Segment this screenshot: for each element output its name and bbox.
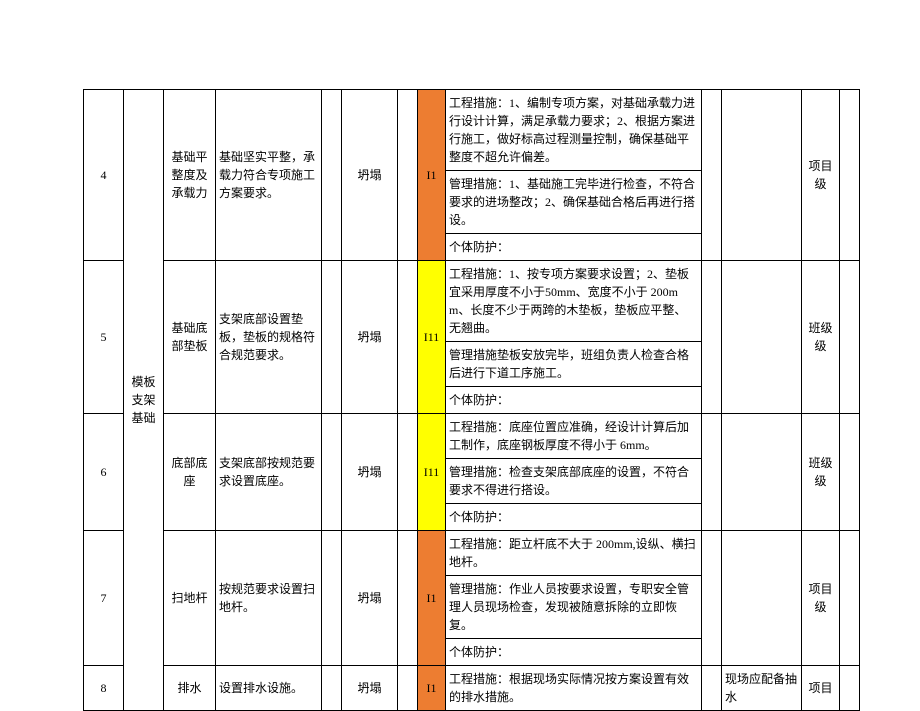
- spacer: [322, 261, 342, 414]
- code-cell: I11: [418, 261, 446, 414]
- spacer: [702, 261, 722, 414]
- measure-cell: 个体防护：: [446, 234, 702, 261]
- level-cell: 项目: [802, 666, 840, 711]
- note-cell: 现场应配备抽水: [722, 666, 802, 711]
- measure-cell: 个体防护：: [446, 504, 702, 531]
- spacer: [702, 90, 722, 261]
- spacer: [398, 414, 418, 531]
- table-row: 5 基础底部垫板 支架底部设置垫板，垫板的规格符合规范要求。 坍塌 I11 工程…: [84, 261, 860, 342]
- level-cell: 班级级: [802, 414, 840, 531]
- measure-cell: 管理措施：1、基础施工完毕进行检查，不符合要求的进场整改；2、确保基础合格后再进…: [446, 171, 702, 234]
- measure-cell: 管理措施：检查支架底部底座的设置，不符合要求不得进行搭设。: [446, 459, 702, 504]
- spec-table: 4 模板支架基础 基础平整度及承载力 基础坚实平整，承载力符合专项施工方案要求。…: [83, 89, 860, 711]
- row-no: 6: [84, 414, 124, 531]
- note-cell: [722, 90, 802, 261]
- spacer: [840, 261, 860, 414]
- row-no: 7: [84, 531, 124, 666]
- req-cell: 设置排水设施。: [216, 666, 322, 711]
- hazard-cell: 坍塌: [342, 666, 398, 711]
- measure-cell: 管理措施：作业人员按要求设置，专职安全管理人员现场检查，发现被随意拆除的立即恢复…: [446, 576, 702, 639]
- spacer: [702, 666, 722, 711]
- measure-cell: 个体防护：: [446, 639, 702, 666]
- code-cell: I11: [418, 414, 446, 531]
- spacer: [322, 666, 342, 711]
- table-row: 6 底部底座 支架底部按规范要求设置底座。 坍塌 I11 工程措施：底座位置应准…: [84, 414, 860, 459]
- level-cell: 项目级: [802, 90, 840, 261]
- req-cell: 支架底部设置垫板，垫板的规格符合规范要求。: [216, 261, 322, 414]
- measure-cell: 工程措施：距立杆底不大于 200mm,设纵、横扫地杆。: [446, 531, 702, 576]
- spacer: [840, 666, 860, 711]
- code-cell: I1: [418, 90, 446, 261]
- measure-cell: 管理措施垫板安放完毕，班组负责人检查合格后进行下道工序施工。: [446, 342, 702, 387]
- req-cell: 支架底部按规范要求设置底座。: [216, 414, 322, 531]
- category-cell: 模板支架基础: [124, 90, 164, 711]
- spacer: [398, 90, 418, 261]
- spacer: [702, 531, 722, 666]
- spacer: [322, 90, 342, 261]
- hazard-cell: 坍塌: [342, 90, 398, 261]
- row-no: 5: [84, 261, 124, 414]
- measure-cell: 个体防护：: [446, 387, 702, 414]
- table-row: 4 模板支架基础 基础平整度及承载力 基础坚实平整，承载力符合专项施工方案要求。…: [84, 90, 860, 171]
- code-cell: I1: [418, 531, 446, 666]
- spacer: [840, 531, 860, 666]
- level-cell: 项目级: [802, 531, 840, 666]
- hazard-cell: 坍塌: [342, 531, 398, 666]
- spacer: [840, 90, 860, 261]
- spacer: [322, 531, 342, 666]
- sub-cell: 基础底部垫板: [164, 261, 216, 414]
- req-cell: 按规范要求设置扫地杆。: [216, 531, 322, 666]
- spacer: [322, 414, 342, 531]
- note-cell: [722, 261, 802, 414]
- table-row: 8 排水 设置排水设施。 坍塌 I1 工程措施：根据现场实际情况按方案设置有效的…: [84, 666, 860, 711]
- sub-cell: 排水: [164, 666, 216, 711]
- spacer: [840, 414, 860, 531]
- measure-cell: 工程措施：根据现场实际情况按方案设置有效的排水措施。: [446, 666, 702, 711]
- req-cell: 基础坚实平整，承载力符合专项施工方案要求。: [216, 90, 322, 261]
- sub-cell: 底部底座: [164, 414, 216, 531]
- row-no: 4: [84, 90, 124, 261]
- sub-cell: 基础平整度及承载力: [164, 90, 216, 261]
- measure-cell: 工程措施：1、按专项方案要求设置；2、垫板宜采用厚度不小于50mm、宽度不小于 …: [446, 261, 702, 342]
- spacer: [702, 414, 722, 531]
- note-cell: [722, 414, 802, 531]
- hazard-cell: 坍塌: [342, 261, 398, 414]
- spacer: [398, 531, 418, 666]
- measure-cell: 工程措施：底座位置应准确，经设计计算后加工制作，底座钢板厚度不得小于 6mm。: [446, 414, 702, 459]
- measure-cell: 工程措施：1、编制专项方案，对基础承载力进行设计计算，满足承载力要求；2、根据方…: [446, 90, 702, 171]
- table-row: 7 扫地杆 按规范要求设置扫地杆。 坍塌 I1 工程措施：距立杆底不大于 200…: [84, 531, 860, 576]
- hazard-cell: 坍塌: [342, 414, 398, 531]
- spacer: [398, 261, 418, 414]
- sub-cell: 扫地杆: [164, 531, 216, 666]
- level-cell: 班级级: [802, 261, 840, 414]
- row-no: 8: [84, 666, 124, 711]
- note-cell: [722, 531, 802, 666]
- page-container: 4 模板支架基础 基础平整度及承载力 基础坚实平整，承载力符合专项施工方案要求。…: [0, 0, 920, 651]
- code-cell: I1: [418, 666, 446, 711]
- spacer: [398, 666, 418, 711]
